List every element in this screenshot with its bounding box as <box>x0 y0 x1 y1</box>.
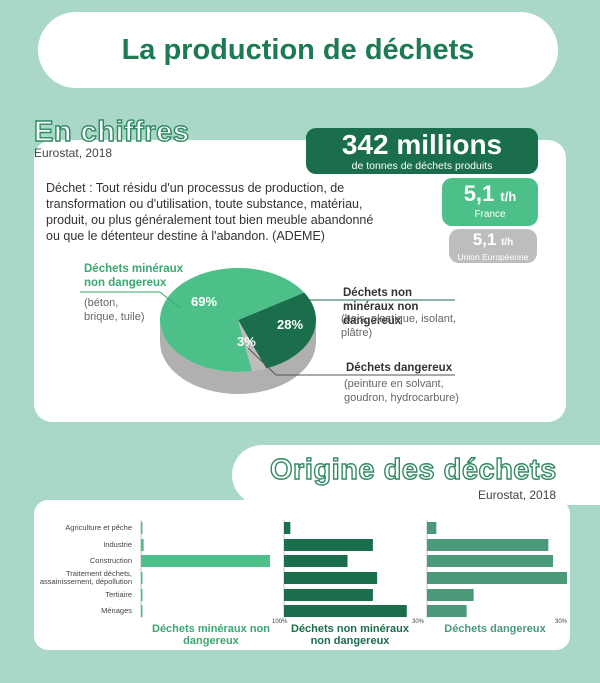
axis-max-hazardous: 30% <box>555 619 568 625</box>
label-mineral-examples: (béton, brique, tuile) <box>84 297 145 323</box>
bar <box>141 605 143 617</box>
bar <box>284 539 373 551</box>
bar <box>141 539 144 551</box>
bar <box>427 572 567 584</box>
bar <box>141 555 271 567</box>
category-label: Traitement déchets, assainissement, dépo… <box>39 569 132 586</box>
bar <box>141 589 143 601</box>
section1-source: Eurostat, 2018 <box>34 146 113 160</box>
label-nonmineral: Déchets non minéraux non dangereux <box>343 287 419 327</box>
bar <box>284 605 407 617</box>
bar <box>427 539 549 551</box>
label-nonmineral-examples: (bois, plastique, isolant, plâtre) <box>341 313 456 339</box>
bar <box>427 555 553 567</box>
label-hazardous: Déchets dangereux <box>346 362 453 374</box>
panel-title-nonmineral: Déchets non minéraux non dangereux <box>291 623 409 647</box>
panel-title-hazardous: Déchets dangereux <box>444 623 546 635</box>
section2-heading: Origine des déchets <box>269 453 557 486</box>
title-pill: La production de déchets <box>38 12 558 88</box>
eu-value: 5,1 <box>472 230 497 249</box>
category-label: Industrie <box>103 540 132 549</box>
pie-slice-nonmineral <box>238 292 317 369</box>
france-badge: 5,1 t/h France <box>442 178 538 226</box>
section2-source: Eurostat, 2018 <box>478 488 557 502</box>
category-label: Construction <box>89 556 132 565</box>
bar <box>284 589 373 601</box>
category-label: Ménages <box>101 606 132 615</box>
bar <box>141 572 143 584</box>
total-badge: 342 millions de tonnes de déchets produi… <box>306 128 538 174</box>
bar <box>427 589 474 601</box>
category-label: Agriculture et pêche <box>65 523 132 532</box>
pie-slice-mineral <box>160 268 305 372</box>
france-value: 5,1 <box>463 181 495 206</box>
label-hazardous-examples: (peinture en solvant, goudron, hydrocarb… <box>344 378 459 404</box>
bar <box>284 572 378 584</box>
page-title: La production de déchets <box>121 33 475 66</box>
leader-line-mineral-tick <box>159 291 181 309</box>
france-label: France <box>474 209 506 220</box>
category-label: Tertiaire <box>105 590 132 599</box>
bar <box>284 522 291 534</box>
section2-pill <box>232 445 600 505</box>
pie-label-hazardous: 3% <box>237 334 256 349</box>
axis-max-mineral: 100% <box>272 619 288 625</box>
label-mineral: Déchets minéraux non dangereux <box>84 263 184 289</box>
pie-label-nonmineral: 28% <box>277 317 304 332</box>
eu-badge: 5,1 t/h Union Européenne <box>449 229 537 263</box>
panel-title-mineral: Déchets minéraux non dangereux <box>152 623 270 647</box>
bar <box>284 555 348 567</box>
pie-label-mineral: 69% <box>191 294 218 309</box>
bar <box>427 605 467 617</box>
total-value: 342 millions <box>341 129 503 160</box>
leader-line-hazardous <box>247 347 277 376</box>
bar <box>427 522 437 534</box>
bar <box>141 522 143 534</box>
definition-text: Déchet : Tout résidu d'un processus de p… <box>46 181 374 243</box>
section1-heading: En chiffres <box>33 115 190 148</box>
axis-max-nonmineral: 30% <box>412 619 425 625</box>
eu-label: Union Européenne <box>457 252 529 262</box>
total-label: de tonnes de déchets produits <box>351 160 493 172</box>
eu-unit: t/h <box>501 237 514 248</box>
france-unit: t/h <box>500 189 517 204</box>
